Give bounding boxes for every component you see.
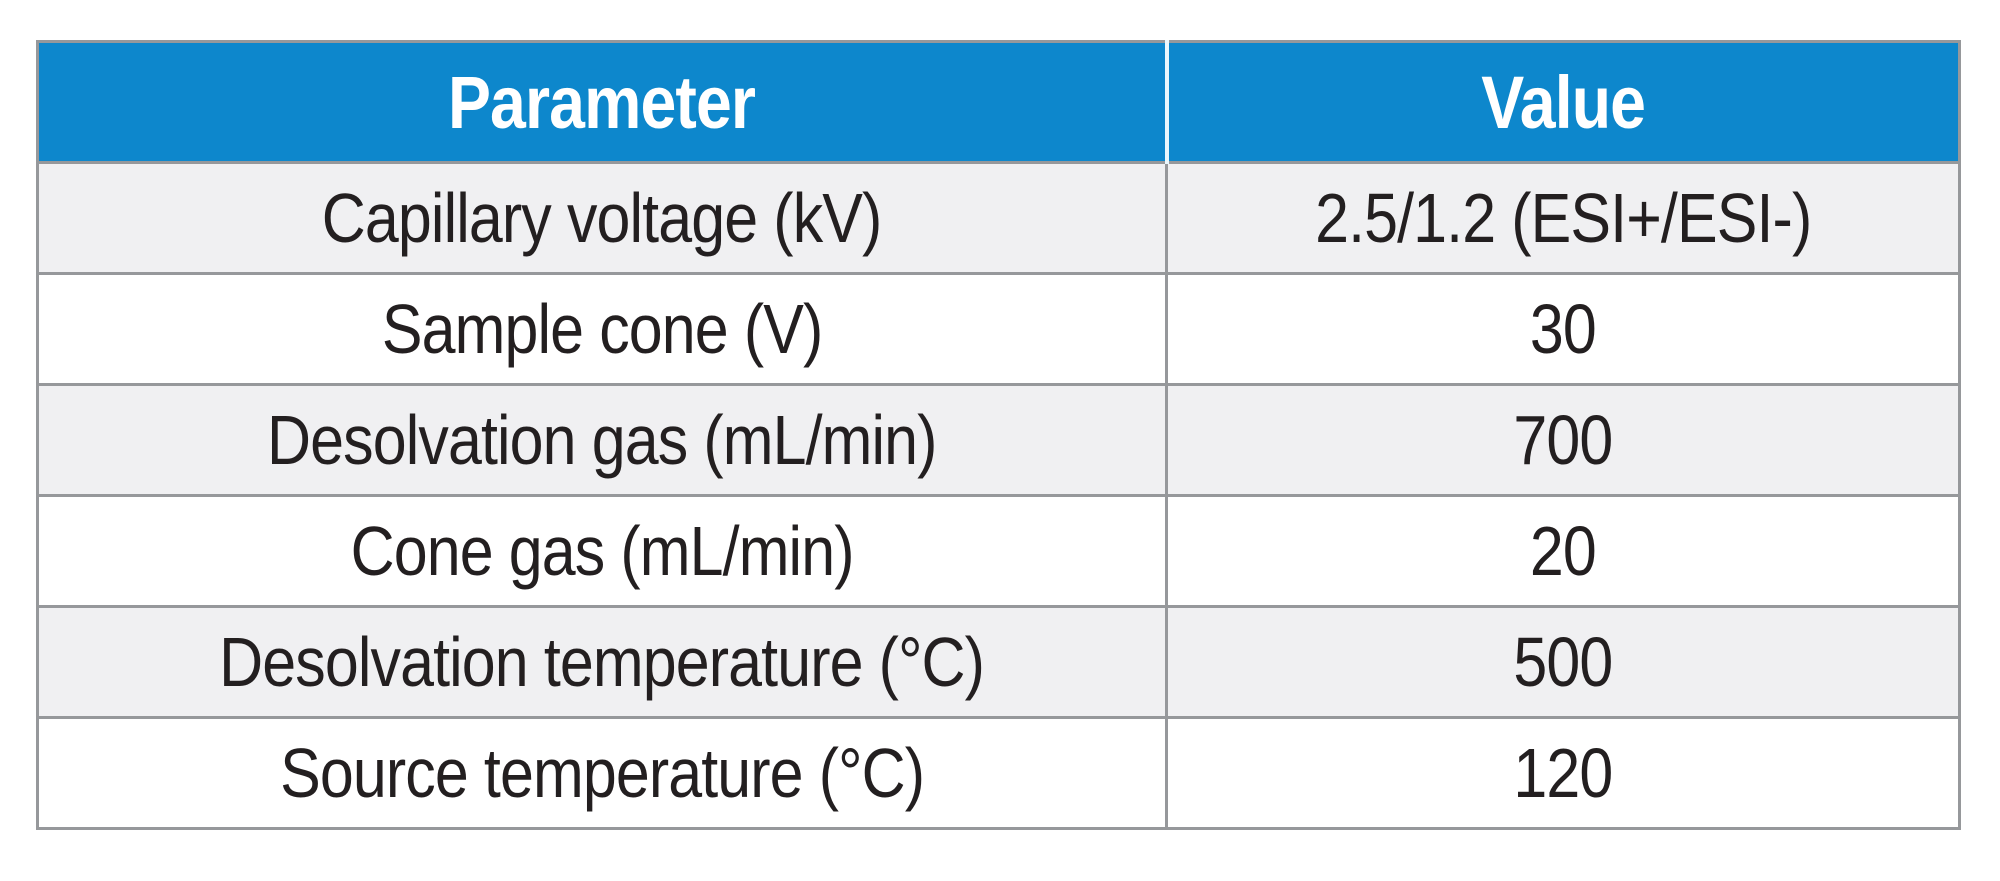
cell-value: 120 [1165,716,1961,830]
cell-value-text: 500 [1513,623,1613,701]
table-row: Capillary voltage (kV) 2.5/1.2 (ESI+/ESI… [36,161,1961,275]
cell-parameter: Sample cone (V) [36,272,1168,386]
cell-value-text: 120 [1513,734,1613,812]
cell-parameter-text: Capillary voltage (kV) [322,179,882,257]
cell-value: 500 [1165,605,1961,719]
table-row: Desolvation gas (mL/min) 700 [36,383,1961,497]
cell-value-text: 20 [1529,512,1597,590]
cell-value: 20 [1165,494,1961,608]
column-header-parameter-label: Parameter [448,60,756,144]
cell-parameter: Desolvation temperature (°C) [36,605,1168,719]
cell-value-text: 700 [1513,401,1613,479]
table-row: Cone gas (mL/min) 20 [36,494,1961,608]
column-header-parameter: Parameter [36,40,1169,164]
cell-parameter-text: Sample cone (V) [381,290,823,368]
table-row: Source temperature (°C) 120 [36,716,1961,830]
cell-parameter: Desolvation gas (mL/min) [36,383,1168,497]
cell-value: 30 [1165,272,1961,386]
cell-parameter: Cone gas (mL/min) [36,494,1168,608]
cell-value: 2.5/1.2 (ESI+/ESI-) [1165,161,1961,275]
header-row: Parameter Value [36,40,1961,164]
cell-value-text: 30 [1529,290,1597,368]
cell-value: 700 [1165,383,1961,497]
column-header-value: Value [1164,40,1961,164]
cell-parameter-text: Cone gas (mL/min) [350,512,854,590]
column-header-value-label: Value [1481,60,1646,144]
table-row: Desolvation temperature (°C) 500 [36,605,1961,719]
table-row: Sample cone (V) 30 [36,272,1961,386]
cell-parameter: Source temperature (°C) [36,716,1168,830]
cell-parameter-text: Desolvation temperature (°C) [219,623,986,701]
cell-parameter-text: Desolvation gas (mL/min) [267,401,937,479]
ms-source-parameters-table: Parameter Value Capillary voltage (kV) 2… [36,40,1961,830]
cell-parameter-text: Source temperature (°C) [279,734,925,812]
cell-parameter: Capillary voltage (kV) [36,161,1168,275]
cell-value-text: 2.5/1.2 (ESI+/ESI-) [1314,179,1812,257]
